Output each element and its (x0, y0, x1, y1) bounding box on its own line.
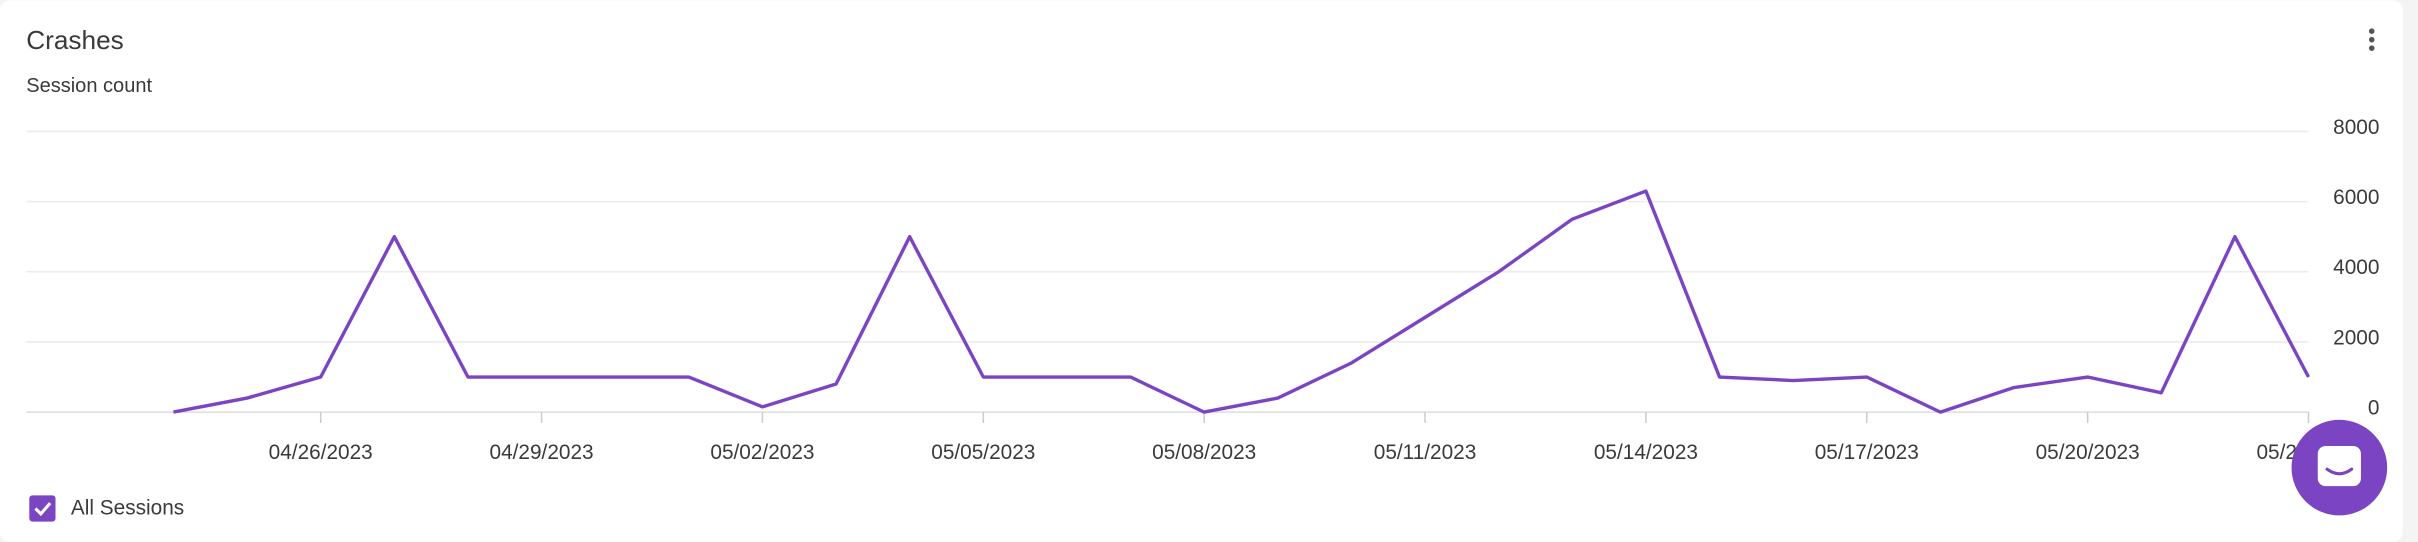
y-tick-label: 8000 (2333, 116, 2379, 139)
x-tick-label: 05/17/2023 (1815, 441, 1919, 464)
x-tick-label: 05/11/2023 (1374, 441, 1477, 464)
x-tick-label: 05/08/2023 (1152, 441, 1256, 464)
legend-item[interactable]: All Sessions (29, 495, 184, 522)
y-tick-label: 0 (2368, 397, 2380, 420)
x-tick-label: 04/26/2023 (269, 441, 373, 464)
x-tick-label: 04/29/2023 (490, 441, 594, 464)
menu-button[interactable] (2368, 28, 2375, 51)
chart-title: Crashes (26, 25, 124, 55)
x-tick-label: 05/20/2023 (2036, 441, 2140, 464)
x-tick-label: 05/02/2023 (710, 441, 814, 464)
x-tick-label: 05/14/2023 (1594, 441, 1698, 464)
y-tick-label: 6000 (2333, 186, 2379, 209)
legend-label: All Sessions (71, 497, 184, 520)
series-line (173, 189, 2311, 414)
x-tick-label: 05/05/2023 (931, 441, 1035, 464)
y-tick-label: 2000 (2333, 326, 2379, 349)
chart-subtitle: Session count (26, 75, 152, 97)
chat-button[interactable] (2291, 419, 2388, 516)
legend-checkbox[interactable] (29, 495, 56, 522)
y-tick-label: 4000 (2333, 256, 2379, 279)
